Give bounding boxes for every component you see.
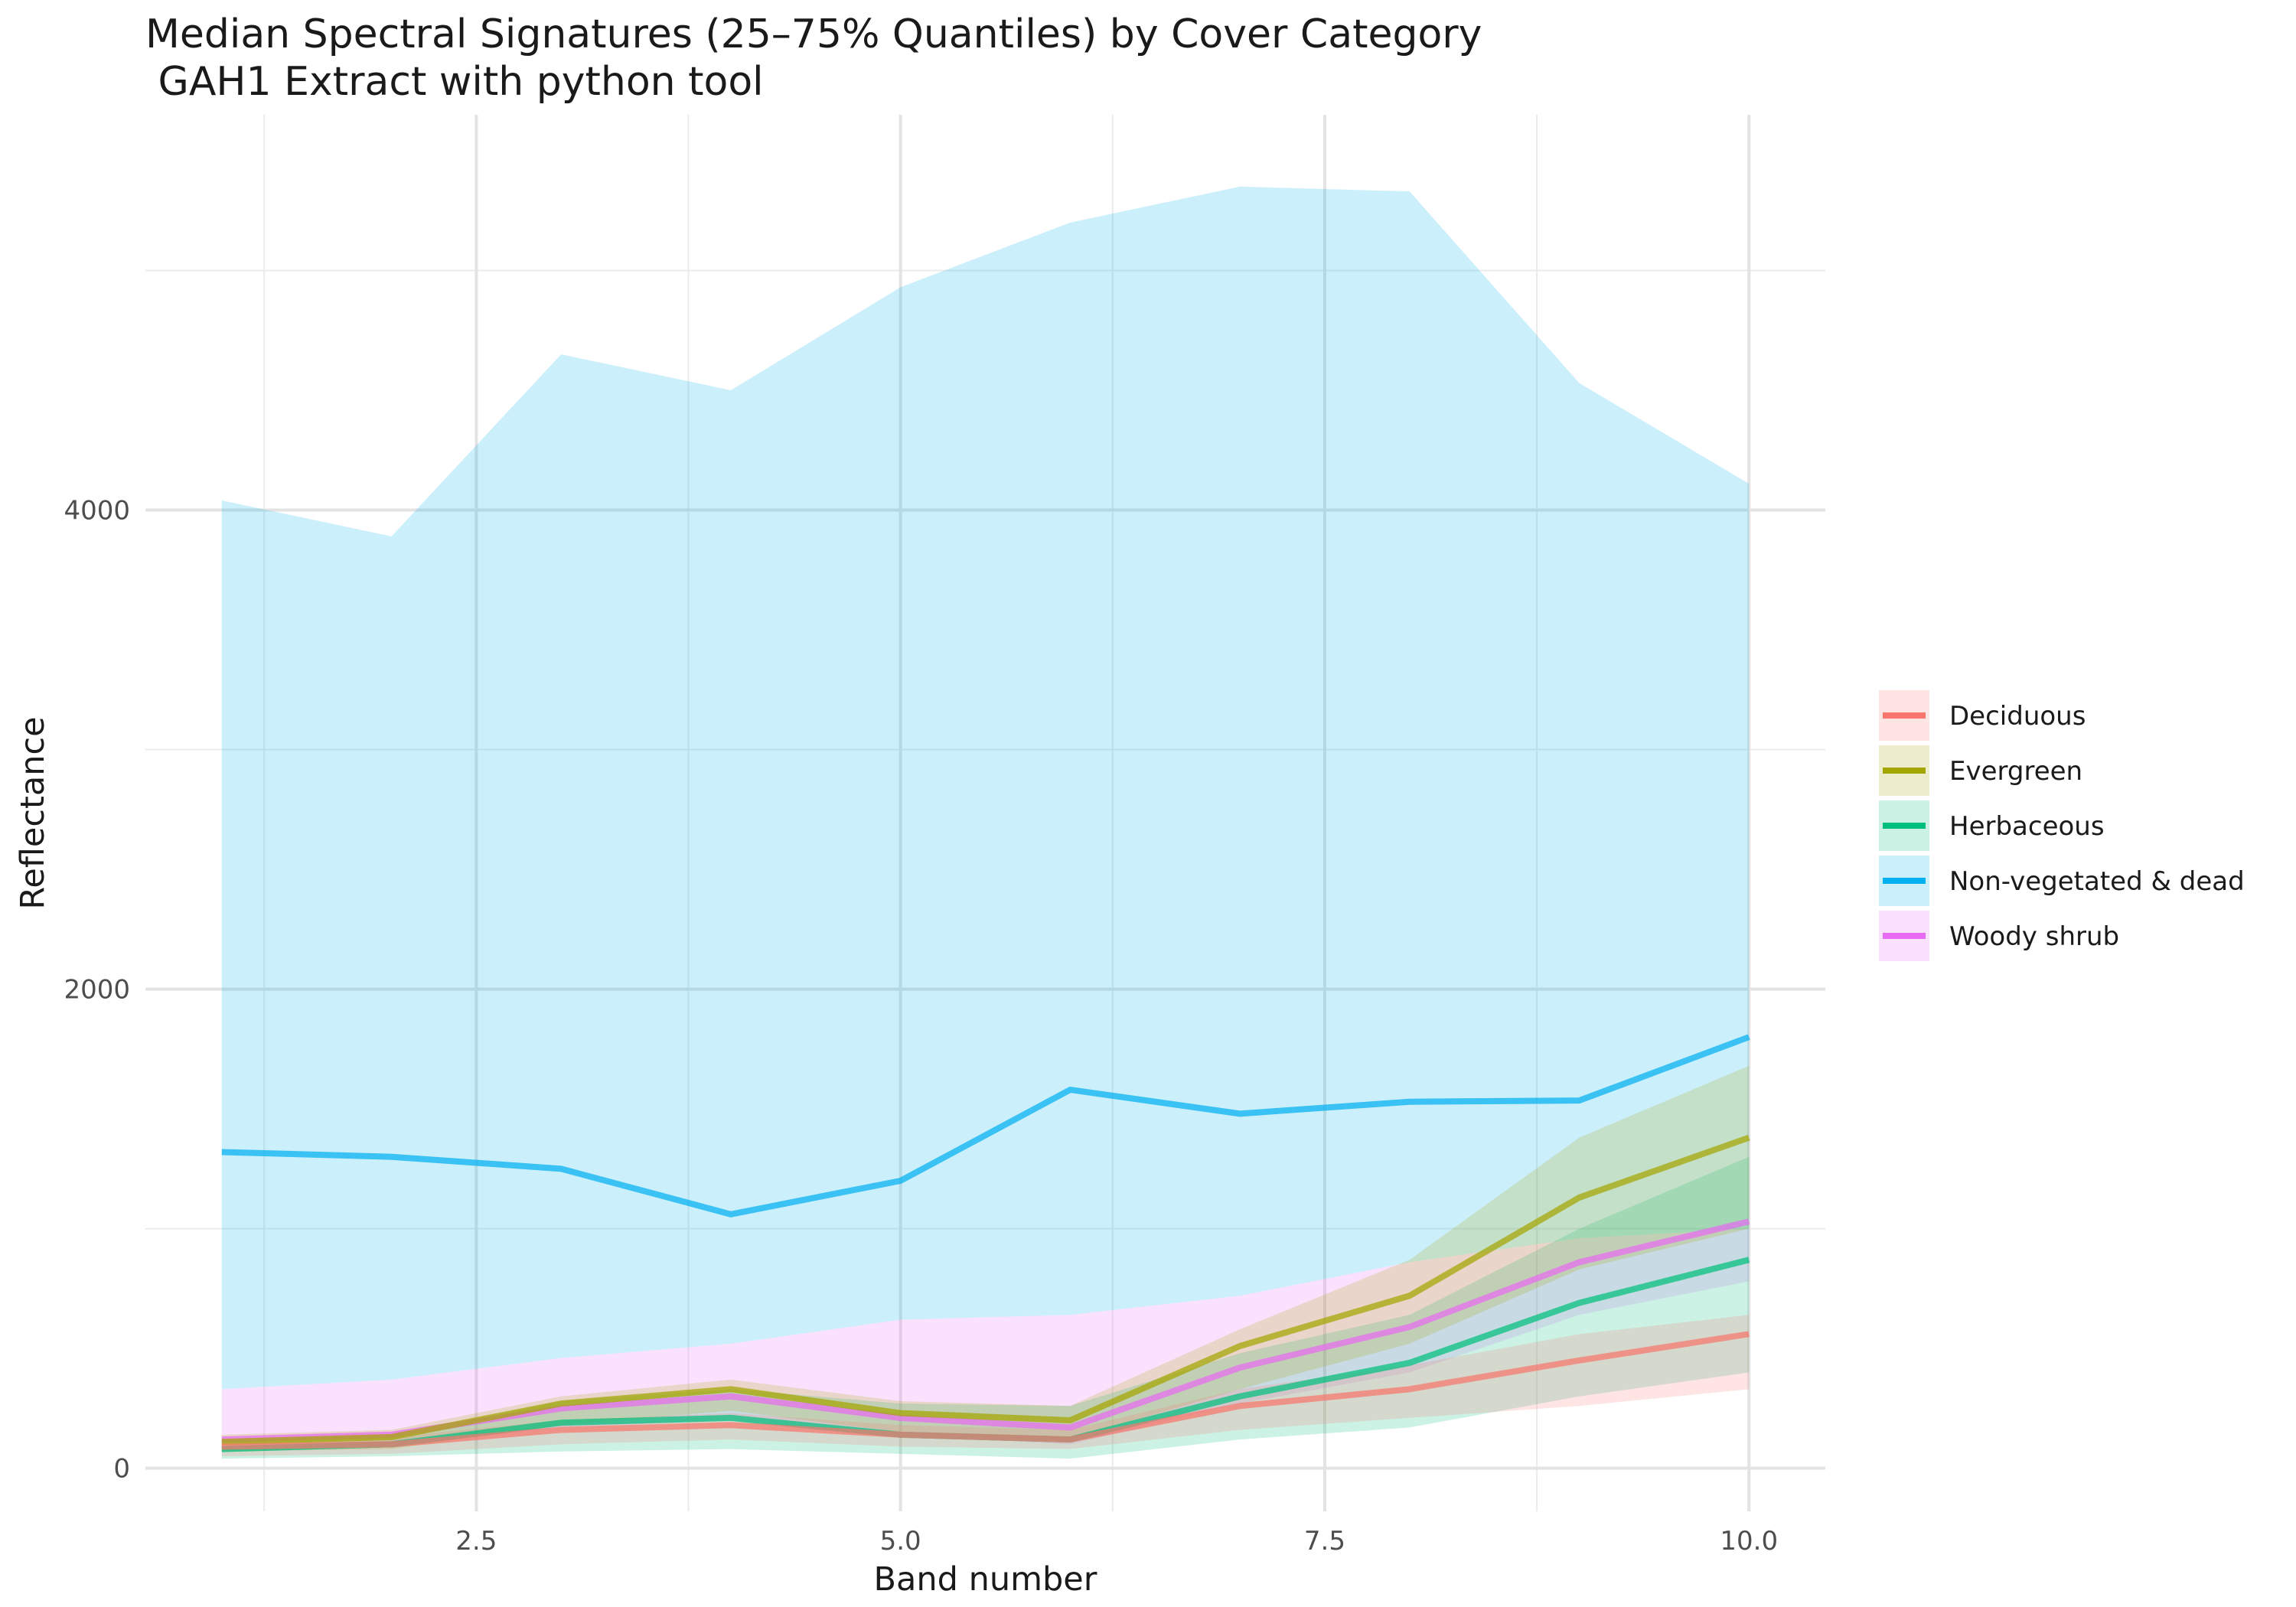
- quantile-ribbons: [221, 186, 1750, 1459]
- ribbon-non-vegetated-dead: [221, 186, 1750, 1390]
- legend-label-non-vegetated-dead: Non-vegetated & dead: [1949, 866, 2245, 897]
- legend-label-woody-shrub: Woody shrub: [1949, 921, 2119, 952]
- legend-label-herbaceous: Herbaceous: [1949, 811, 2105, 842]
- x-tick-label: 2.5: [455, 1526, 497, 1556]
- line-deciduous: [221, 1331, 1750, 1450]
- y-tick-label: 0: [113, 1454, 130, 1485]
- line-evergreen: [221, 1134, 1750, 1446]
- chart-title: Median Spectral Signatures (25–75% Quant…: [145, 11, 1482, 106]
- y-axis-title: Reflectance: [14, 716, 52, 909]
- legend-label-evergreen: Evergreen: [1949, 756, 2082, 787]
- legend: Deciduous Evergreen Herbaceous Non-vegetate…: [1879, 690, 2245, 961]
- line-non-vegetated-dead: [221, 1034, 1750, 1217]
- ribbon-evergreen: [221, 1065, 1750, 1452]
- ribbon-woody-shrub: [221, 1228, 1750, 1452]
- y-tick-label: 2000: [64, 975, 130, 1006]
- title-subtitle: GAH1 Extract with python tool: [145, 59, 764, 105]
- x-axis-title: Band number: [874, 1560, 1097, 1599]
- legend-label-deciduous: Deciduous: [1949, 701, 2086, 732]
- x-tick-label: 5.0: [880, 1526, 921, 1556]
- x-tick-label: 7.5: [1304, 1526, 1345, 1556]
- tick-labels: 2.5 5.0 7.5 10.0 0 2000 4000: [64, 496, 1778, 1556]
- title-main: Median Spectral Signatures (25–75% Quant…: [145, 11, 1482, 57]
- median-lines: [221, 1034, 1750, 1452]
- x-tick-label: 10.0: [1720, 1526, 1778, 1556]
- y-tick-label: 4000: [64, 496, 130, 526]
- grid: [145, 115, 1825, 1511]
- ribbon-herbaceous: [221, 1156, 1750, 1459]
